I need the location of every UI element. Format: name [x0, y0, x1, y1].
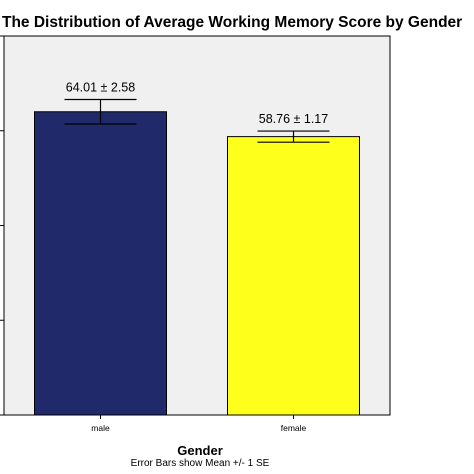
y-axis-ticks: [0, 35, 4, 416]
x-axis-ticks: [100, 415, 294, 419]
chart-title: The Distribution of Average Working Memo…: [2, 14, 463, 31]
bar-male: [34, 111, 167, 416]
category-label-male: male: [91, 423, 110, 433]
error-bars-group: [64, 98, 330, 143]
category-label-female: female: [281, 423, 307, 433]
bars-group: [34, 111, 360, 416]
x-axis-label: Gender: [177, 443, 223, 458]
value-label-male: 64.01 ± 2.58: [66, 81, 135, 95]
bar-female: [227, 136, 360, 416]
value-label-female: 58.76 ± 1.17: [259, 112, 328, 126]
category-labels-group: male female: [91, 423, 306, 433]
value-labels-group: 64.01 ± 2.58 58.76 ± 1.17: [66, 81, 328, 127]
error-bar-note: Error Bars show Mean +/- 1 SE: [130, 458, 270, 469]
